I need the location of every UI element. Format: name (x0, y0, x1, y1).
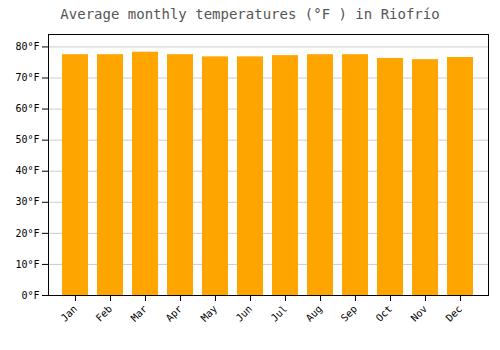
svg-text:50°F: 50°F (15, 134, 39, 145)
svg-text:30°F: 30°F (15, 196, 39, 207)
svg-text:20°F: 20°F (15, 228, 39, 239)
svg-text:80°F: 80°F (15, 41, 39, 52)
svg-text:60°F: 60°F (15, 103, 39, 114)
svg-text:Mar: Mar (129, 303, 150, 324)
svg-text:10°F: 10°F (15, 259, 39, 270)
svg-text:Jul: Jul (269, 303, 290, 324)
svg-text:Oct: Oct (374, 303, 395, 324)
svg-text:Sep: Sep (339, 303, 360, 324)
svg-text:Dec: Dec (444, 303, 465, 324)
svg-text:Aug: Aug (304, 303, 325, 324)
svg-text:Apr: Apr (164, 303, 185, 324)
svg-text:0°F: 0°F (21, 290, 39, 301)
svg-text:May: May (199, 303, 220, 324)
svg-text:Jan: Jan (59, 303, 80, 324)
html-text:Average monthly temperatures (: Average monthly temperatures (°F ) in Ri… (60, 6, 440, 22)
svg-text:Feb: Feb (94, 303, 115, 324)
svg-text:70°F: 70°F (15, 72, 39, 83)
svg-text:Nov: Nov (409, 303, 430, 324)
svg-text:40°F: 40°F (15, 165, 39, 176)
svg-text:Jun: Jun (234, 303, 255, 324)
